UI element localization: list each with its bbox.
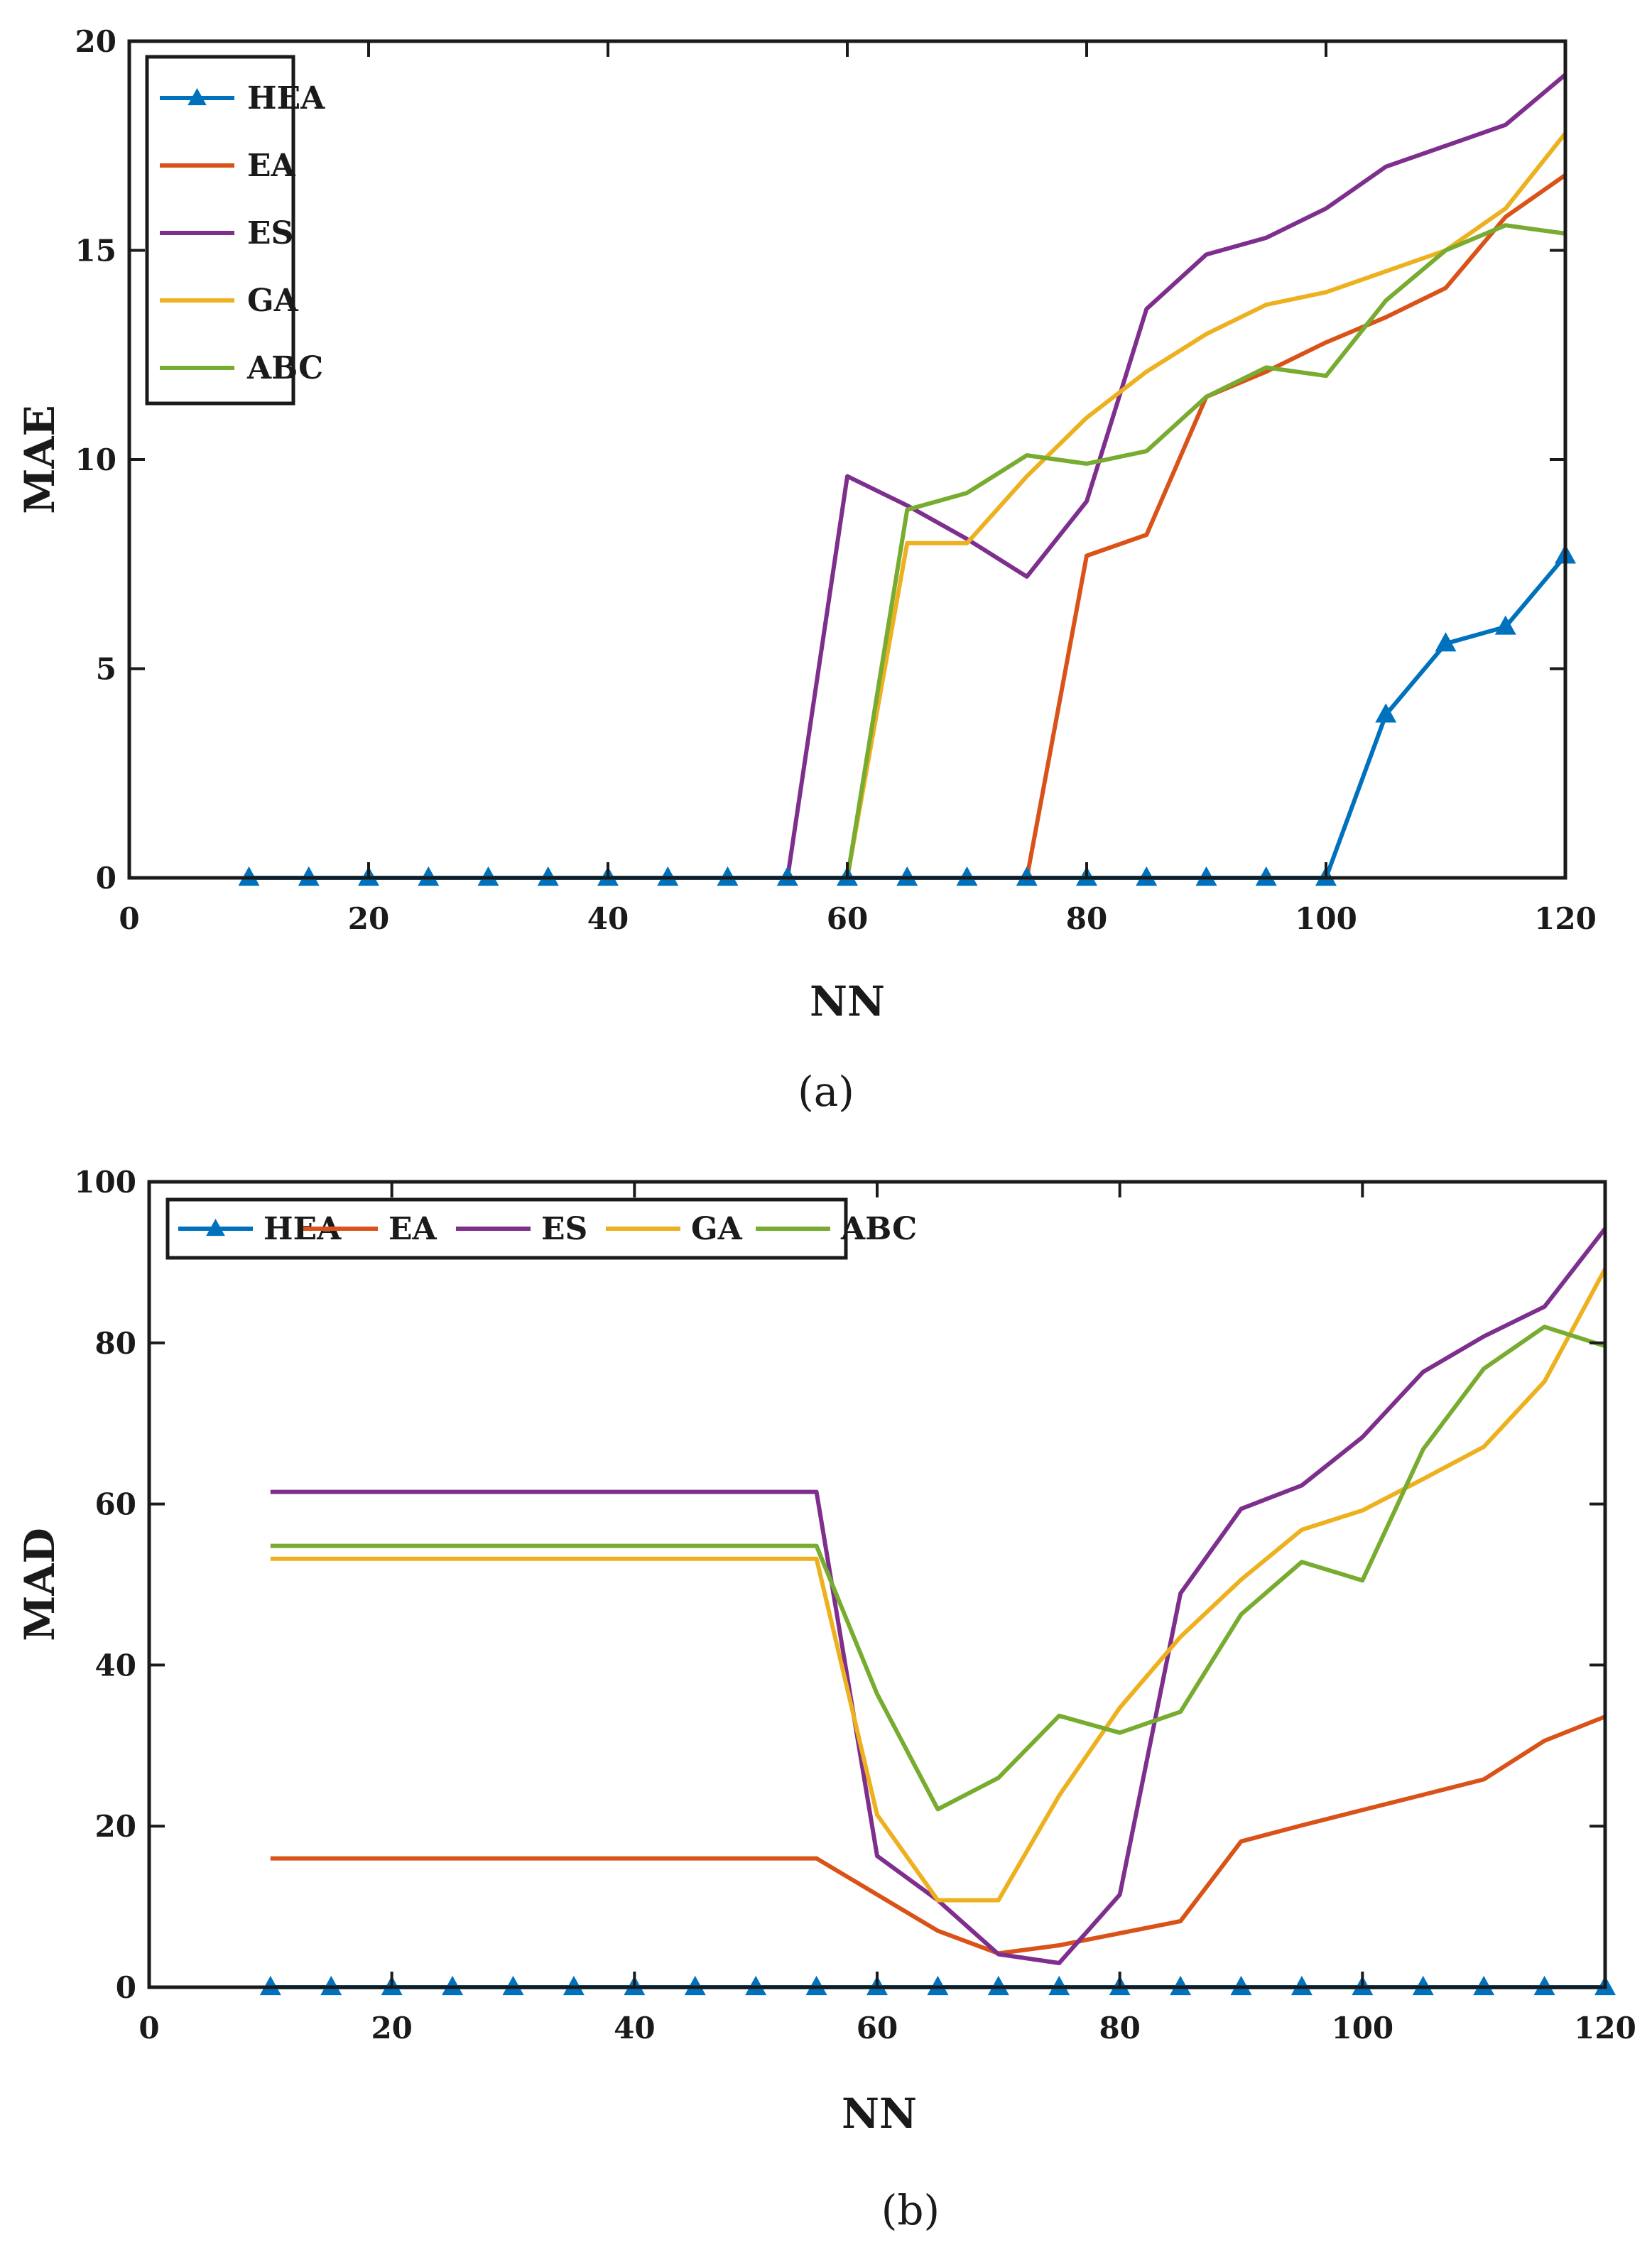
panel-a-legend: HEA EA ES GA ABC (145, 55, 325, 406)
x-tick-label: 100 (1331, 2011, 1393, 2045)
legend-label-abc: ABC (840, 1211, 917, 1247)
panel-a: 0 20 40 60 80 100 120 0 5 10 15 20 NN MAE (a) HEA EA… (16, 24, 1597, 1116)
panel-a-caption: (a) (798, 1067, 854, 1116)
x-tick-label: 0 (119, 901, 139, 936)
series-line-ga (270, 1268, 1607, 1903)
panel-b-xlabel: NN (842, 2089, 917, 2138)
legend-label-ea: EA (247, 148, 296, 184)
y-tick-label: 10 (75, 442, 116, 477)
series-line-abc (270, 1325, 1606, 1812)
legend-label-ga: GA (691, 1211, 743, 1247)
x-tick-label: 40 (587, 901, 629, 936)
legend-label-abc: ABC (246, 350, 323, 386)
legend-marker-hea (206, 1219, 225, 1237)
x-tick-label: 120 (1534, 901, 1597, 936)
legend-label-ea: EA (388, 1211, 438, 1247)
legend-label-es: ES (247, 215, 293, 251)
panel-b-ticks: 0 20 40 60 80 100 120 0 20 40 60 80 100 (74, 1165, 1636, 2045)
panel-a-legend-box (145, 55, 295, 406)
x-tick-label: 20 (348, 901, 389, 936)
panel-b-axes-box (147, 1180, 1607, 1989)
series-line-ea (270, 1714, 1607, 1956)
panel-b-plot-marks (259, 1227, 1616, 1996)
x-tick-label: 80 (1066, 901, 1107, 936)
x-tick-label: 60 (857, 2011, 898, 2045)
legend-label-hea: HEA (247, 80, 325, 116)
legend-label-es: ES (541, 1211, 587, 1247)
legend-marker-hea (188, 88, 207, 106)
y-tick-label: 5 (96, 652, 116, 687)
x-tick-label: 120 (1574, 2011, 1636, 2045)
y-tick-label: 15 (75, 234, 116, 268)
panel-b-caption: (b) (881, 2186, 940, 2234)
data-point-hea (1494, 615, 1516, 635)
y-tick-label: 60 (95, 1487, 136, 1522)
panel-a-ticks: 0 20 40 60 80 100 120 0 5 10 15 20 (75, 24, 1597, 936)
series-line-ea (249, 173, 1567, 880)
series-line-es (270, 1227, 1607, 1965)
y-tick-label: 20 (95, 1809, 136, 1844)
y-tick-label: 40 (95, 1648, 136, 1683)
panel-b-ylabel: MAD (16, 1528, 64, 1641)
y-tick-label: 100 (74, 1165, 136, 1200)
x-tick-label: 100 (1295, 901, 1357, 936)
x-tick-label: 40 (614, 2011, 655, 2045)
data-point-hea (1375, 703, 1397, 723)
y-tick-label: 80 (95, 1326, 136, 1361)
series-line-hea (249, 554, 1567, 880)
y-tick-label: 0 (96, 861, 116, 896)
x-tick-label: 60 (827, 901, 868, 936)
series-line-es (249, 72, 1567, 880)
x-tick-label: 20 (371, 2011, 412, 2045)
x-tick-label: 80 (1099, 2011, 1140, 2045)
panel-a-xlabel: NN (810, 977, 885, 1026)
panel-a-ylabel: MAE (16, 405, 64, 513)
panel-a-axes-box (127, 39, 1567, 880)
legend-label-ga: GA (247, 283, 299, 319)
y-tick-label: 20 (75, 24, 116, 59)
y-tick-label: 0 (116, 1970, 136, 2005)
x-tick-label: 0 (138, 2011, 159, 2045)
data-point-hea (1435, 632, 1457, 652)
panel-b-legend: HEA EA ES GA ABC (165, 1197, 917, 1260)
panel-a-plot-marks (238, 72, 1576, 886)
